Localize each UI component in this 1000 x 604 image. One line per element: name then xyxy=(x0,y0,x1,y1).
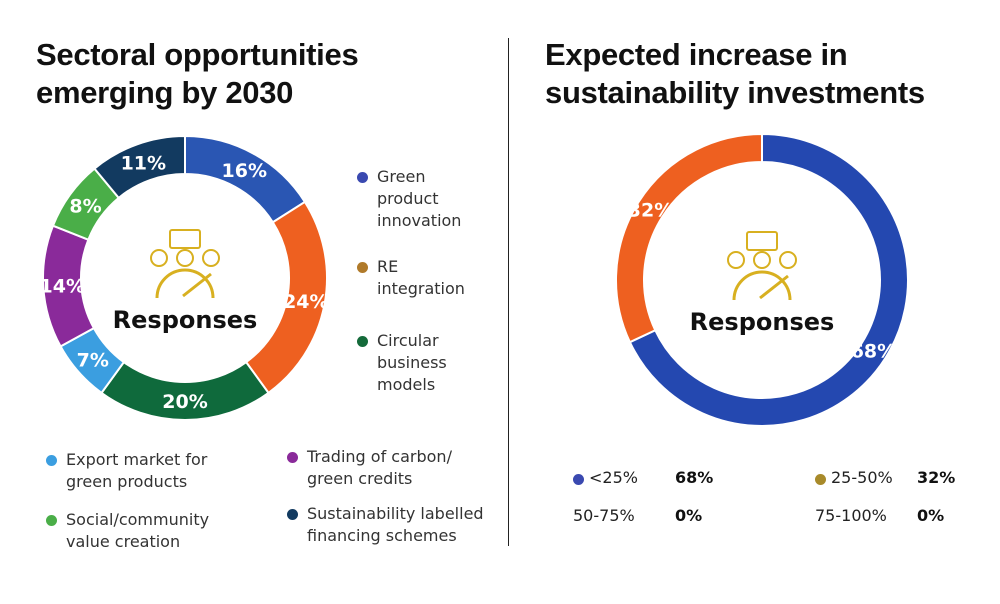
legend-range: 25-50% xyxy=(831,468,893,487)
legend-item: Export market for green products xyxy=(66,450,208,491)
slice-label: 8% xyxy=(69,196,101,218)
gauge-needle-icon xyxy=(759,274,789,300)
face-icon xyxy=(727,251,745,269)
legend-item: Sustainability labelled financing scheme… xyxy=(307,504,484,545)
legend-item: Trading of carbon/ green credits xyxy=(307,447,452,488)
donut-slice xyxy=(628,132,909,427)
slice-label: 11% xyxy=(121,152,166,174)
slice-label: 68% xyxy=(851,341,896,363)
legend-dot xyxy=(46,515,57,526)
donut-slice xyxy=(93,134,186,200)
center-label: Responses xyxy=(113,306,258,334)
face-icon xyxy=(753,251,771,269)
legend-range: 75-100% xyxy=(815,506,887,525)
gauge-icon xyxy=(155,268,215,299)
legend-dot xyxy=(357,172,368,183)
legend-dot xyxy=(815,474,826,485)
legend-range: 50-75% xyxy=(573,506,635,525)
slice-label: 32% xyxy=(628,199,673,221)
legend-value: 68% xyxy=(675,468,714,487)
slice-label: 14% xyxy=(40,276,85,298)
legend-dot xyxy=(46,455,57,466)
chart-icon xyxy=(169,229,201,249)
slice-label: 16% xyxy=(222,160,267,182)
divider xyxy=(508,38,509,546)
slice-label: 7% xyxy=(77,349,109,371)
legend-item: RE integration xyxy=(377,257,465,298)
face-icon xyxy=(176,249,194,267)
legend-value: 0% xyxy=(675,506,703,525)
legend-value: 0% xyxy=(917,506,945,525)
face-icon xyxy=(779,251,797,269)
left-title: Sectoral opportunities emerging by 2030 xyxy=(36,37,359,110)
legend-dot xyxy=(287,509,298,520)
legend-item: Green product innovation xyxy=(377,167,462,230)
legend-dot xyxy=(357,262,368,273)
legend-item: Circular business models xyxy=(377,331,447,394)
center-label: Responses xyxy=(690,308,835,336)
gauge-icon xyxy=(732,270,792,301)
face-icon xyxy=(202,249,220,267)
gauge-needle-icon xyxy=(182,272,212,298)
legend-dot xyxy=(573,474,584,485)
slice-label: 20% xyxy=(162,391,207,413)
legend-value: 32% xyxy=(917,468,956,487)
right-title: Expected increase in sustainability inve… xyxy=(545,37,925,110)
legend-dot xyxy=(287,452,298,463)
face-icon xyxy=(150,249,168,267)
legend-dot xyxy=(357,336,368,347)
legend-item: Social/community value creation xyxy=(66,510,210,551)
slice-label: 24% xyxy=(283,291,328,313)
donut-slice xyxy=(615,132,763,344)
legend-range: <25% xyxy=(589,468,638,487)
chart-icon xyxy=(746,231,778,251)
